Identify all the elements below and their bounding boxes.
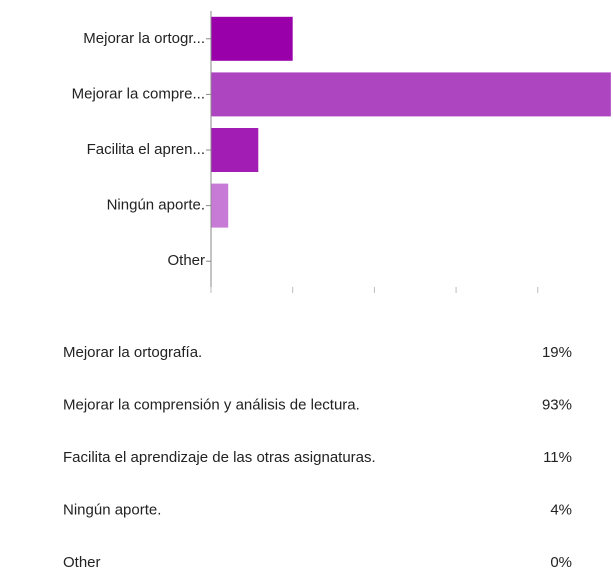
row-label: Other [63,554,101,569]
y-tick-label: Mejorar la ortogr... [83,30,205,47]
row-percent: 19% [542,344,572,361]
bar [211,72,611,117]
y-tick-label: Facilita el apren... [87,141,205,158]
bar [211,183,229,228]
row-percent: 0% [550,554,572,569]
y-tick-label: Ningún aporte. [107,197,205,214]
row-percent: 11% [543,449,572,466]
row-label: Facilita el aprendizaje de las otras asi… [63,449,376,466]
bar [211,128,259,172]
row-percent: 93% [542,396,572,413]
y-tick-label: Other [167,252,205,269]
row-label: Ningún aporte. [63,501,161,518]
row-percent: 4% [550,501,572,518]
y-tick-label: Mejorar la compre... [72,85,205,102]
row-label: Mejorar la ortografía. [63,344,202,361]
bar [211,16,293,61]
row-label: Mejorar la comprensión y análisis de lec… [63,396,360,413]
